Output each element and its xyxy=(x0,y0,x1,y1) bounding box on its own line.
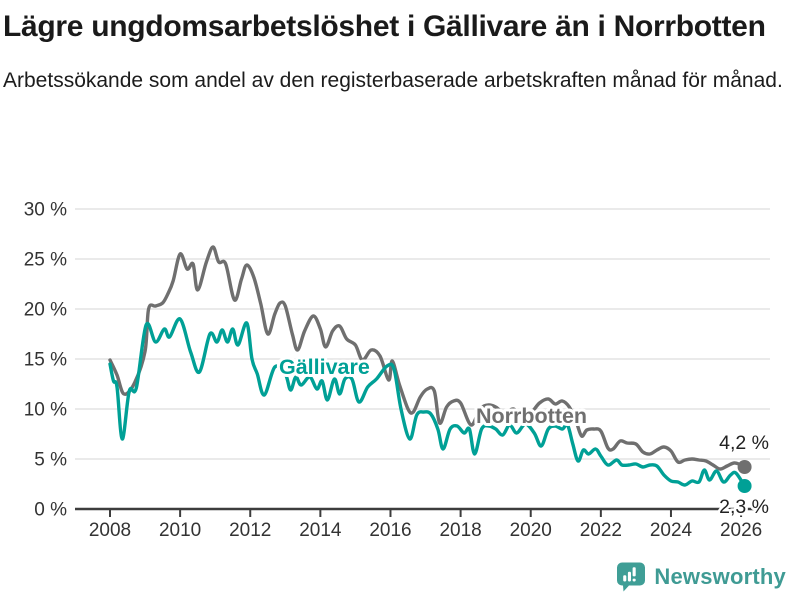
brand-wordmark: Newsworthy xyxy=(654,563,786,589)
x-axis-tick-label: 2018 xyxy=(439,520,481,541)
end-value-label-gällivare: 2,3 % xyxy=(719,496,769,518)
y-axis-tick-label: 0 % xyxy=(34,500,67,521)
x-axis-tick-label: 2014 xyxy=(299,520,342,541)
x-axis-tick-label: 2008 xyxy=(89,520,131,541)
x-axis-tick-label: 2024 xyxy=(650,520,693,541)
series-line-norrbotten xyxy=(108,245,747,471)
bar-chart-bubble-icon xyxy=(617,562,646,592)
y-axis-tick-label: 25 % xyxy=(24,250,67,271)
chart-title: Lägre ungdomsarbetslöshet i Gällivare än… xyxy=(3,10,766,43)
y-axis-tick-label: 10 % xyxy=(24,400,67,421)
series-label-gällivare: Gällivare xyxy=(279,355,370,379)
y-axis-tick-label: 15 % xyxy=(24,350,67,371)
series-label-norrbotten: Norrbotten xyxy=(476,404,587,428)
x-axis-tick-label: 2020 xyxy=(510,520,552,541)
x-axis-tick-label: 2026 xyxy=(720,520,762,541)
y-axis-tick-label: 5 % xyxy=(34,450,67,471)
x-axis-tick-label: 2016 xyxy=(369,520,411,541)
series-line-gällivare xyxy=(108,317,747,488)
chart-subtitle: Arbetssökande som andel av den registerb… xyxy=(3,69,783,92)
series-end-dot-norrbotten xyxy=(737,460,752,474)
end-value-label-norrbotten: 4,2 % xyxy=(719,432,769,454)
x-axis-tick-label: 2010 xyxy=(159,520,201,541)
x-axis-tick-label: 2012 xyxy=(229,520,271,541)
y-axis-tick-label: 20 % xyxy=(24,300,67,321)
series-end-dot-gällivare xyxy=(737,479,752,493)
x-axis-tick-label: 2022 xyxy=(580,520,622,541)
y-axis-tick-label: 30 % xyxy=(24,200,67,221)
newsworthy-logo[interactable]: Newsworthy xyxy=(616,561,786,592)
